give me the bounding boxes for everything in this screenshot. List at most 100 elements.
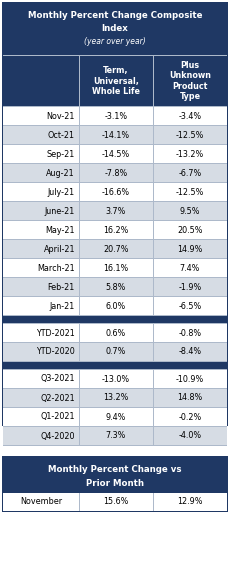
Bar bbox=[79, 164, 152, 182]
Bar bbox=[152, 343, 226, 361]
Bar bbox=[3, 343, 79, 361]
Text: -8.4%: -8.4% bbox=[178, 347, 201, 356]
Bar bbox=[152, 145, 153, 163]
Bar bbox=[3, 296, 226, 297]
Text: 9.5%: 9.5% bbox=[179, 206, 199, 215]
Bar bbox=[152, 278, 153, 296]
Bar bbox=[79, 493, 80, 511]
Bar bbox=[152, 259, 226, 277]
Bar bbox=[152, 202, 226, 220]
Text: 0.7%: 0.7% bbox=[105, 347, 126, 356]
Bar bbox=[79, 324, 152, 342]
Bar bbox=[3, 106, 226, 107]
Text: Prior Month: Prior Month bbox=[86, 479, 143, 488]
Bar bbox=[152, 221, 153, 239]
Text: -10.9%: -10.9% bbox=[175, 375, 203, 384]
Bar bbox=[3, 297, 79, 315]
Bar bbox=[79, 297, 80, 315]
Text: Plus
Unknown
Product
Type: Plus Unknown Product Type bbox=[168, 61, 210, 101]
Text: 0.6%: 0.6% bbox=[105, 329, 125, 338]
Text: -0.2%: -0.2% bbox=[178, 412, 201, 421]
Bar bbox=[79, 107, 80, 125]
Bar bbox=[3, 55, 226, 56]
Bar bbox=[3, 202, 79, 220]
Bar bbox=[79, 183, 80, 201]
Bar bbox=[3, 145, 79, 163]
Bar bbox=[3, 457, 226, 493]
Bar bbox=[3, 445, 226, 446]
Bar bbox=[152, 183, 153, 201]
Bar bbox=[152, 408, 226, 426]
Text: -12.5%: -12.5% bbox=[175, 187, 203, 196]
Bar bbox=[79, 427, 80, 445]
Text: 3.7%: 3.7% bbox=[105, 206, 126, 215]
Text: -13.2%: -13.2% bbox=[175, 149, 203, 159]
Bar bbox=[79, 259, 152, 277]
Bar bbox=[152, 324, 226, 342]
Text: -6.5%: -6.5% bbox=[178, 301, 201, 310]
Bar bbox=[152, 126, 226, 144]
Bar bbox=[79, 493, 152, 511]
Bar bbox=[3, 220, 226, 221]
Bar bbox=[79, 107, 152, 125]
Text: July-21: July-21 bbox=[48, 187, 75, 196]
Text: 13.2%: 13.2% bbox=[103, 393, 128, 402]
Text: March-21: March-21 bbox=[37, 264, 75, 273]
Bar bbox=[3, 388, 226, 389]
Bar bbox=[152, 259, 153, 277]
Text: April-21: April-21 bbox=[43, 245, 75, 254]
Text: -1.9%: -1.9% bbox=[178, 283, 201, 292]
Bar bbox=[152, 183, 226, 201]
Bar bbox=[3, 125, 226, 126]
Text: Q4-2020: Q4-2020 bbox=[40, 431, 75, 440]
Bar bbox=[3, 427, 79, 445]
Bar bbox=[3, 183, 79, 201]
Text: 14.9%: 14.9% bbox=[177, 245, 202, 254]
Text: Q2-2021: Q2-2021 bbox=[40, 393, 75, 402]
Bar bbox=[3, 324, 79, 342]
Text: 12.9%: 12.9% bbox=[177, 498, 202, 507]
Bar bbox=[3, 361, 226, 362]
Bar bbox=[79, 259, 80, 277]
Bar bbox=[152, 493, 226, 511]
Bar bbox=[3, 493, 79, 511]
Bar bbox=[79, 408, 80, 426]
Bar bbox=[2, 456, 227, 494]
Text: Nov-21: Nov-21 bbox=[46, 112, 75, 121]
Bar bbox=[152, 408, 153, 426]
Text: -16.6%: -16.6% bbox=[101, 187, 129, 196]
Bar bbox=[3, 408, 79, 426]
Bar bbox=[79, 370, 152, 388]
Bar bbox=[152, 56, 226, 106]
Bar bbox=[152, 297, 226, 315]
Text: -13.0%: -13.0% bbox=[101, 375, 129, 384]
Bar bbox=[2, 2, 227, 426]
Bar bbox=[79, 343, 152, 361]
Text: -12.5%: -12.5% bbox=[175, 131, 203, 140]
Bar bbox=[152, 278, 226, 296]
Bar bbox=[79, 56, 152, 106]
Bar bbox=[3, 240, 79, 258]
Text: (year over year): (year over year) bbox=[84, 36, 145, 45]
Bar bbox=[3, 56, 79, 106]
Text: -14.1%: -14.1% bbox=[101, 131, 129, 140]
Bar bbox=[3, 107, 79, 125]
Bar bbox=[79, 126, 80, 144]
Bar bbox=[3, 315, 226, 316]
Bar bbox=[79, 240, 80, 258]
Bar bbox=[79, 370, 80, 388]
Text: -6.7%: -6.7% bbox=[178, 168, 201, 177]
Text: Monthly Percent Change vs: Monthly Percent Change vs bbox=[48, 466, 181, 475]
Bar bbox=[2, 492, 227, 512]
Bar bbox=[79, 164, 80, 182]
Bar bbox=[152, 107, 226, 125]
Text: Index: Index bbox=[101, 24, 128, 33]
Bar bbox=[79, 202, 152, 220]
Bar bbox=[79, 389, 80, 407]
Bar bbox=[3, 426, 226, 427]
Text: 14.8%: 14.8% bbox=[177, 393, 202, 402]
Bar bbox=[79, 221, 80, 239]
Text: 9.4%: 9.4% bbox=[105, 412, 126, 421]
Bar bbox=[79, 240, 152, 258]
Text: Feb-21: Feb-21 bbox=[48, 283, 75, 292]
